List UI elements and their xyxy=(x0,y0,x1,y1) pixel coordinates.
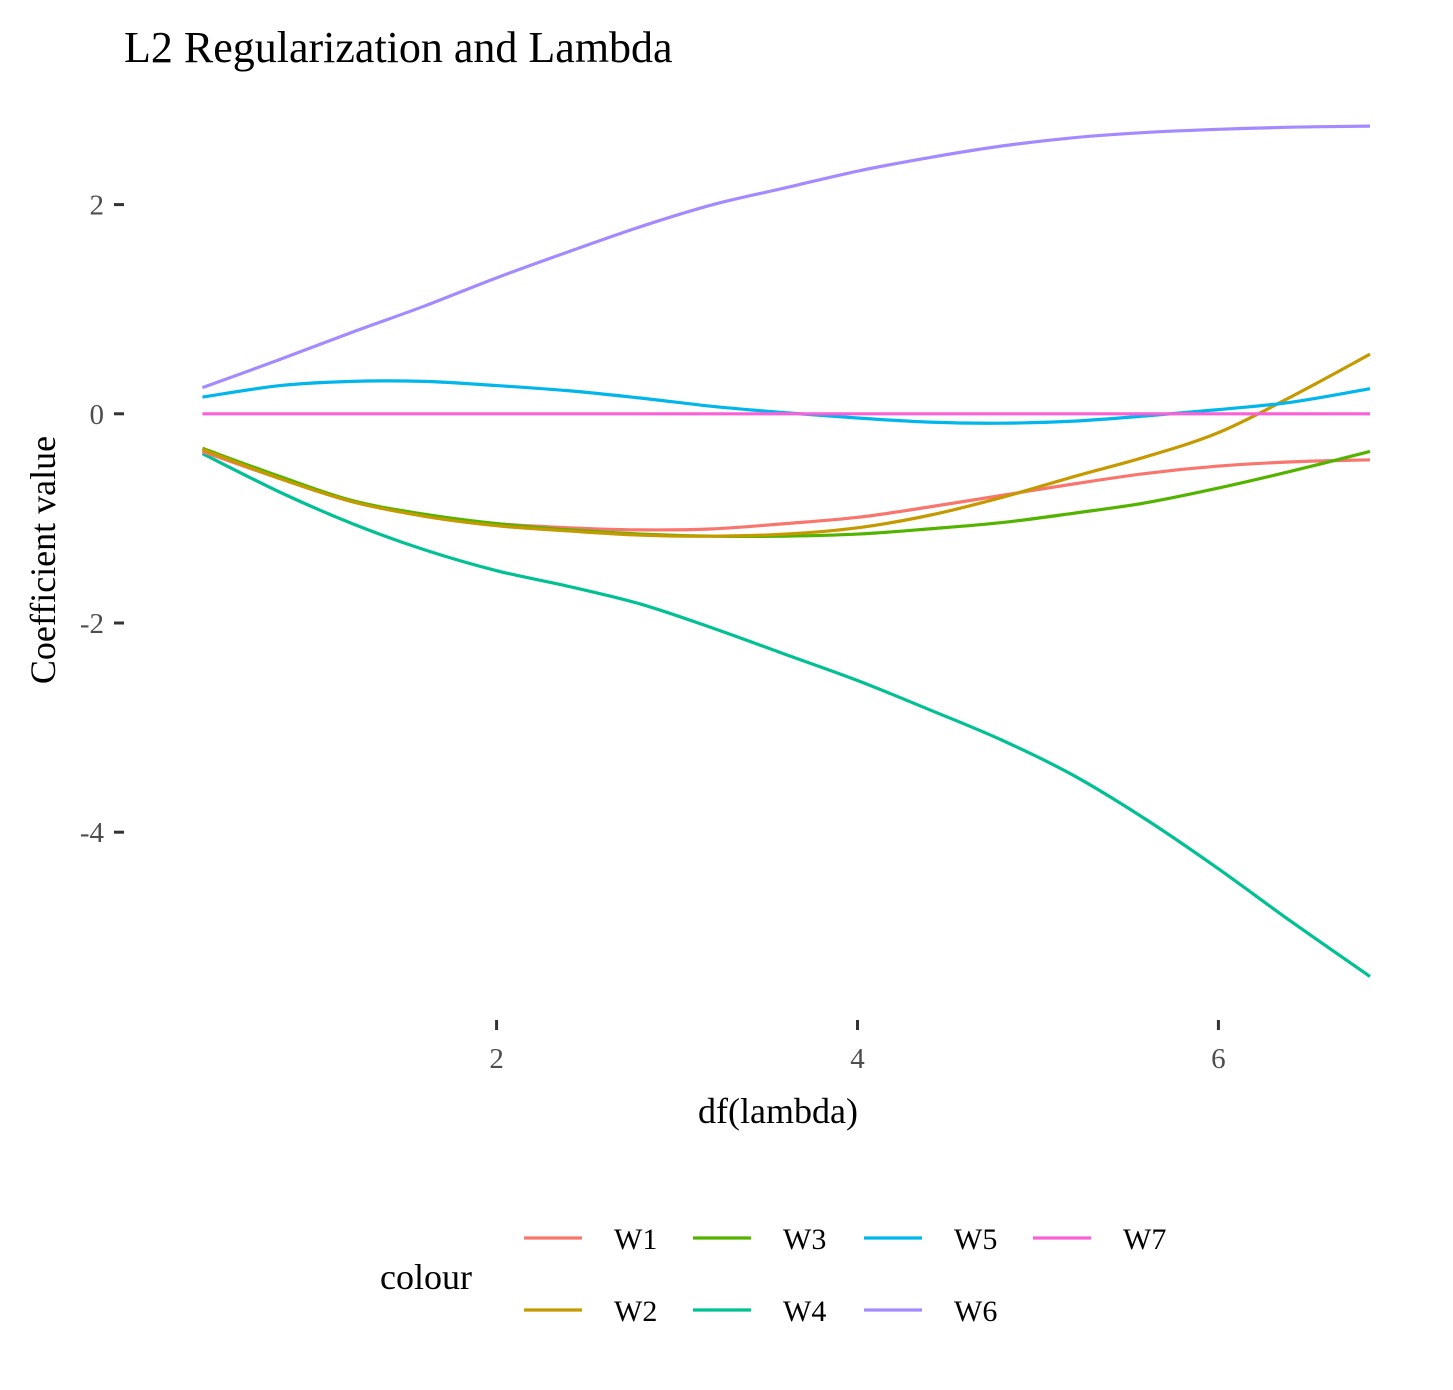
legend-label-w3: W3 xyxy=(783,1223,826,1256)
x-axis-title: df(lambda) xyxy=(698,1091,858,1131)
legend-label-w6: W6 xyxy=(954,1295,997,1328)
y-tick-label: -4 xyxy=(80,817,105,849)
series-line-w1 xyxy=(201,449,1371,532)
legend-label-w2: W2 xyxy=(614,1295,657,1328)
legend-label-w5: W5 xyxy=(954,1223,997,1256)
legend: colour W1 W2 W3 W4 W5 W6 W7 xyxy=(380,1223,1166,1328)
legend-label-w4: W4 xyxy=(783,1295,826,1328)
y-axis: 2 0 -2 -4 xyxy=(80,190,124,849)
legend-label-w1: W1 xyxy=(614,1223,657,1256)
series-line-w5 xyxy=(202,379,1371,425)
series-lines xyxy=(201,124,1371,978)
series-line-w6 xyxy=(201,124,1371,390)
x-tick-label: 4 xyxy=(850,1043,865,1075)
y-tick-label: -2 xyxy=(80,608,104,640)
x-axis: 2 4 6 xyxy=(489,1020,1226,1075)
legend-label-w7: W7 xyxy=(1123,1223,1166,1256)
y-axis-title: Coefficient value xyxy=(23,436,63,684)
series-line-w3 xyxy=(201,446,1371,539)
y-tick-label: 2 xyxy=(90,190,105,222)
y-tick-label: 0 xyxy=(90,399,105,431)
series-line-w2 xyxy=(201,352,1371,538)
x-tick-label: 6 xyxy=(1211,1043,1226,1075)
legend-title: colour xyxy=(380,1257,472,1297)
chart-title: L2 Regularization and Lambda xyxy=(124,23,673,72)
series-line-w4 xyxy=(201,452,1371,978)
x-tick-label: 2 xyxy=(489,1043,504,1075)
